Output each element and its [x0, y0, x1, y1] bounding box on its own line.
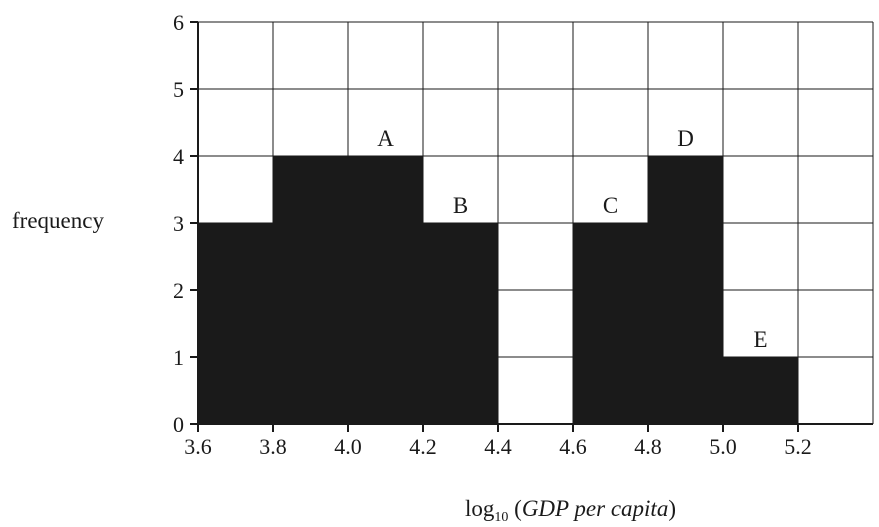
y-tick-label-4: 4	[173, 144, 184, 169]
histogram-bar-E	[723, 357, 798, 424]
bar-label-B: B	[453, 193, 468, 218]
y-tick-label-6: 6	[173, 10, 184, 35]
x-tick-label-5.2: 5.2	[784, 434, 812, 459]
x-tick-label-4.6: 4.6	[559, 434, 587, 459]
axis-layer: 0 1 2 3 4 5 6 3.6 3.8 4.0 4.2 4.4 4.6 4.8 5.0 5.2	[173, 10, 873, 459]
x-tick-label-4.4: 4.4	[484, 434, 512, 459]
histogram-bar-bin-2	[273, 156, 348, 424]
x-tick-label-5.0: 5.0	[709, 434, 737, 459]
y-tick-label-3: 3	[173, 211, 184, 236]
y-axis-label: frequency	[12, 208, 104, 233]
y-tick-label-2: 2	[173, 278, 184, 303]
x-axis-label-open: (	[508, 496, 521, 521]
histogram-bar-bin-1	[198, 223, 273, 424]
bar-label-D: D	[677, 126, 694, 151]
y-tick-label-0: 0	[173, 412, 184, 437]
x-axis-label-prefix: log	[465, 496, 495, 521]
x-tick-label-4.0: 4.0	[334, 434, 362, 459]
histogram-bar-A	[348, 156, 423, 424]
x-axis-label-close: )	[668, 496, 676, 521]
x-axis-label-italic: GDP per capita	[522, 496, 669, 521]
x-tick-label-3.6: 3.6	[184, 434, 212, 459]
x-axis-label: log10 (GDP per capita)	[465, 496, 676, 525]
bar-label-C: C	[603, 193, 618, 218]
y-tick-label-1: 1	[173, 345, 184, 370]
x-tick-label-4.2: 4.2	[409, 434, 437, 459]
bar-label-E: E	[753, 327, 767, 352]
bar-label-A: A	[377, 126, 394, 151]
histogram-bar-D	[648, 156, 723, 424]
x-tick-label-4.8: 4.8	[634, 434, 662, 459]
histogram-bar-B	[423, 223, 498, 424]
x-tick-label-3.8: 3.8	[259, 434, 287, 459]
label-layer: A B C D E	[377, 126, 767, 352]
histogram-bar-C	[573, 223, 648, 424]
x-axis-label-subscript: 10	[494, 510, 508, 525]
bar-layer	[198, 156, 798, 424]
y-tick-label-5: 5	[173, 77, 184, 102]
